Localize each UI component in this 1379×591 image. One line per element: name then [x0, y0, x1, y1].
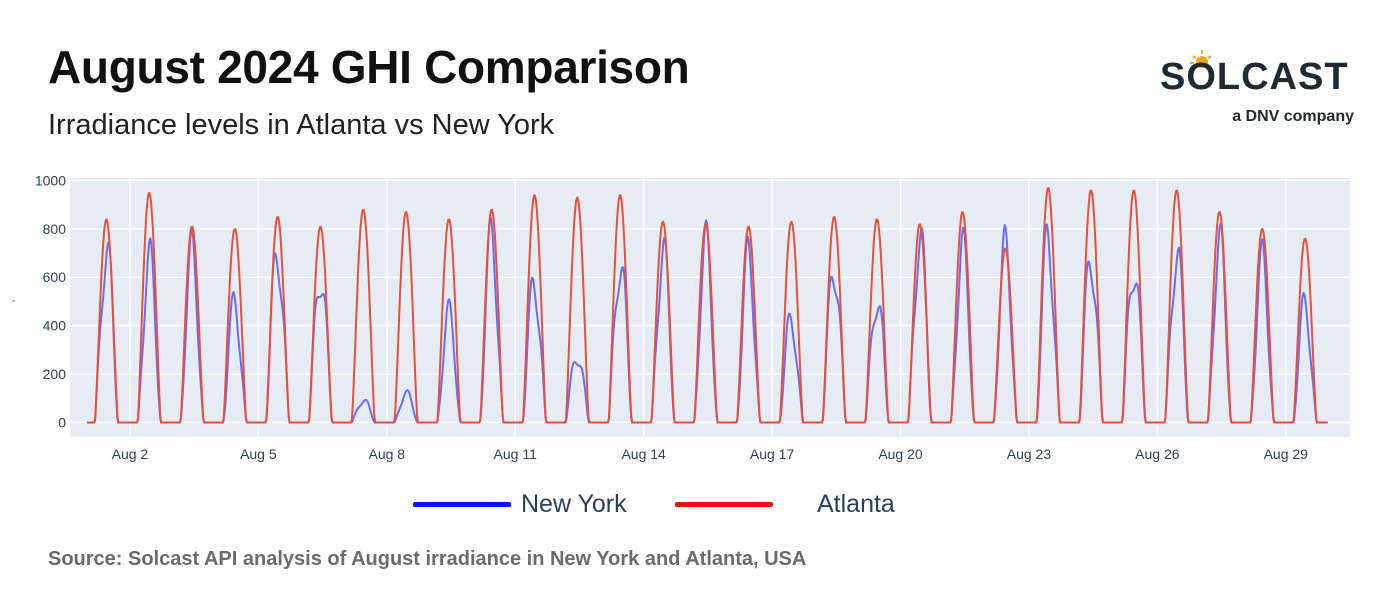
legend-label-atlanta: Atlanta — [817, 489, 895, 518]
legend-item-new-york[interactable]: New York — [413, 488, 627, 520]
series-line-atlanta — [87, 187, 1328, 424]
x-tick-label: Aug 29 — [1264, 446, 1309, 462]
x-tick-label: Aug 23 — [1007, 446, 1052, 462]
y-tick-label: 200 — [43, 366, 67, 382]
x-tick-label: Aug 11 — [494, 446, 538, 462]
ghi-line-chart: 0 200 400 600 800 1000 Aug 2 Aug 5 Aug 8 Aug 11 Au… — [35, 172, 1350, 462]
brand-tagline: a DNV company — [1232, 108, 1354, 125]
brand-name: SOLCAST — [1160, 56, 1349, 98]
sun-icon — [1190, 50, 1212, 68]
legend-label-new-york: New York — [521, 489, 627, 518]
y-tick-label: 800 — [43, 221, 67, 237]
x-tick-label: Aug 8 — [368, 446, 405, 462]
x-tick-label: Aug 20 — [878, 446, 923, 462]
x-tick-label: Aug 17 — [750, 446, 795, 462]
legend-item-atlanta[interactable]: Atlanta — [675, 488, 895, 520]
y-tick-label: 600 — [43, 269, 67, 285]
y-tick-label: 1000 — [35, 172, 66, 188]
source-note: Source: Solcast API analysis of August i… — [48, 548, 807, 570]
x-tick-label: Aug 14 — [621, 446, 666, 462]
y-tick-label: 0 — [58, 414, 66, 430]
x-tick-label: Aug 5 — [240, 446, 277, 462]
y-tick-label: 400 — [43, 318, 67, 334]
legend-swatch-atlanta — [675, 501, 773, 507]
legend-swatch-new-york — [413, 501, 511, 507]
solcast-logo: SOLCAST a DNV company — [1148, 46, 1358, 130]
chart-subtitle: Irradiance levels in Atlanta vs New York — [48, 109, 555, 141]
x-tick-label: Aug 26 — [1135, 446, 1180, 462]
chart-title: August 2024 GHI Comparison — [48, 41, 690, 93]
x-tick-label: Aug 2 — [112, 446, 149, 462]
